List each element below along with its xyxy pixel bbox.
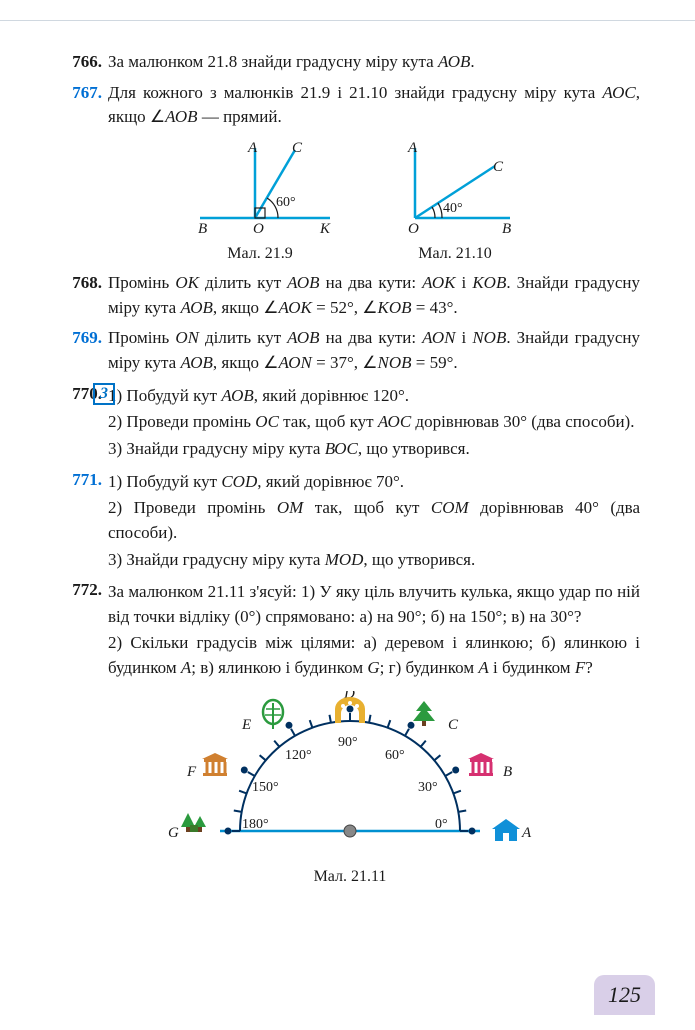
diagram-219: A C B O K 60° xyxy=(180,138,340,238)
figure-caption: Мал. 21.11 xyxy=(160,865,540,888)
problem-768: 768. Промінь ОK ділить кут АОВ на два ку… xyxy=(60,271,640,320)
svg-text:A: A xyxy=(521,825,532,841)
svg-text:G: G xyxy=(168,825,179,841)
problem-line-1: За малюнком 21.11 з'ясуй: 1) У яку ціль … xyxy=(108,580,640,629)
svg-text:C: C xyxy=(493,159,504,175)
svg-text:K: K xyxy=(319,221,331,237)
problem-text: За малюнком 21.8 знайди градусну міру ку… xyxy=(108,50,640,75)
svg-text:120°: 120° xyxy=(285,748,312,763)
problem-line-3: 3) Знайди градусну міру кута ВОС, що утв… xyxy=(108,437,640,462)
svg-text:180°: 180° xyxy=(242,817,269,832)
problem-text: Промінь ОN ділить кут АОВ на два кути: А… xyxy=(108,326,640,375)
tree-icon xyxy=(413,701,435,726)
figure-caption: Мал. 21.9 xyxy=(180,242,340,265)
figure-219: A C B O K 60° Мал. 21.9 xyxy=(180,138,340,265)
problem-text: 1) Побудуй кут СОD, який дорівнює 70°. 2… xyxy=(108,468,640,573)
problem-text: Промінь ОK ділить кут АОВ на два кути: А… xyxy=(108,271,640,320)
svg-text:0°: 0° xyxy=(435,817,448,832)
house-icon xyxy=(492,819,520,841)
problem-767: 767. Для кожного з малюнків 21.9 і 21.10… xyxy=(60,81,640,130)
figure-row-219-2110: A C B O K 60° Мал. 21.9 A C O B 40° Мал.… xyxy=(60,138,640,265)
problem-line-2: 2) Скільки градусів між цілями: а) дерев… xyxy=(108,631,640,680)
problem-line-3: 3) Знайди градусну міру кута МОD, що утв… xyxy=(108,548,640,573)
problem-line-1: 1) Побудуй кут АОВ, який дорівнює 120°. xyxy=(108,384,640,409)
problem-number: 767. xyxy=(60,81,102,106)
figure-2110: A C O B 40° Мал. 21.10 xyxy=(390,138,520,265)
svg-text:O: O xyxy=(408,221,419,237)
svg-text:60°: 60° xyxy=(385,748,405,763)
svg-text:40°: 40° xyxy=(443,201,463,216)
svg-text:C: C xyxy=(448,717,459,733)
pine-icon xyxy=(263,700,283,729)
svg-text:A: A xyxy=(247,140,258,156)
problem-line-1: 1) Побудуй кут СОD, який дорівнює 70°. xyxy=(108,470,640,495)
svg-text:90°: 90° xyxy=(338,735,358,750)
temple-icon xyxy=(202,753,228,776)
svg-text:E: E xyxy=(241,717,251,733)
problem-772: 772. За малюнком 21.11 з'ясуй: 1) У яку … xyxy=(60,578,640,681)
svg-text:B: B xyxy=(502,221,511,237)
svg-text:F: F xyxy=(186,764,197,780)
figure-caption: Мал. 21.10 xyxy=(390,242,520,265)
problem-line-2: 2) Проведи промінь ОМ так, щоб кут СОМ д… xyxy=(108,496,640,545)
diagram-2111: 0° 30° 60° 90° 120° 150° 180° A B C D E … xyxy=(160,691,540,861)
diagram-2110: A C O B 40° xyxy=(390,138,520,238)
problem-771: 771. 1) Побудуй кут СОD, який дорівнює 7… xyxy=(60,468,640,573)
svg-text:O: O xyxy=(253,221,264,237)
svg-text:C: C xyxy=(292,140,303,156)
problem-number: 771. xyxy=(60,468,102,493)
figure-2111: 0° 30° 60° 90° 120° 150° 180° A B C D E … xyxy=(160,691,540,888)
problem-number: 772. xyxy=(60,578,102,603)
trees-icon xyxy=(181,813,206,832)
svg-text:60°: 60° xyxy=(276,195,296,210)
svg-text:B: B xyxy=(198,221,207,237)
problem-770: 3 770. 1) Побудуй кут АОВ, який дорівнює… xyxy=(60,382,640,462)
temple-icon xyxy=(468,753,494,776)
svg-text:B: B xyxy=(503,764,512,780)
problem-text: 1) Побудуй кут АОВ, який дорівнює 120°. … xyxy=(108,382,640,462)
problem-769: 769. Промінь ОN ділить кут АОВ на два ку… xyxy=(60,326,640,375)
figure-2111-container: 0° 30° 60° 90° 120° 150° 180° A B C D E … xyxy=(60,691,640,888)
problem-number: 766. xyxy=(60,50,102,75)
page-number: 125 xyxy=(594,975,655,1015)
svg-text:A: A xyxy=(407,140,418,156)
page-divider xyxy=(0,20,695,21)
problem-766: 766. За малюнком 21.8 знайди градусну мі… xyxy=(60,50,640,75)
problem-text: Для кожного з малюнків 21.9 і 21.10 знай… xyxy=(108,81,640,130)
svg-text:30°: 30° xyxy=(418,780,438,795)
problem-line-2: 2) Проведи промінь ОС так, щоб кут АОС д… xyxy=(108,410,640,435)
level-badge: 3 xyxy=(93,383,115,405)
problem-number: 769. xyxy=(60,326,102,351)
problem-text: За малюнком 21.11 з'ясуй: 1) У яку ціль … xyxy=(108,578,640,681)
svg-text:150°: 150° xyxy=(252,780,279,795)
problem-number: 768. xyxy=(60,271,102,296)
